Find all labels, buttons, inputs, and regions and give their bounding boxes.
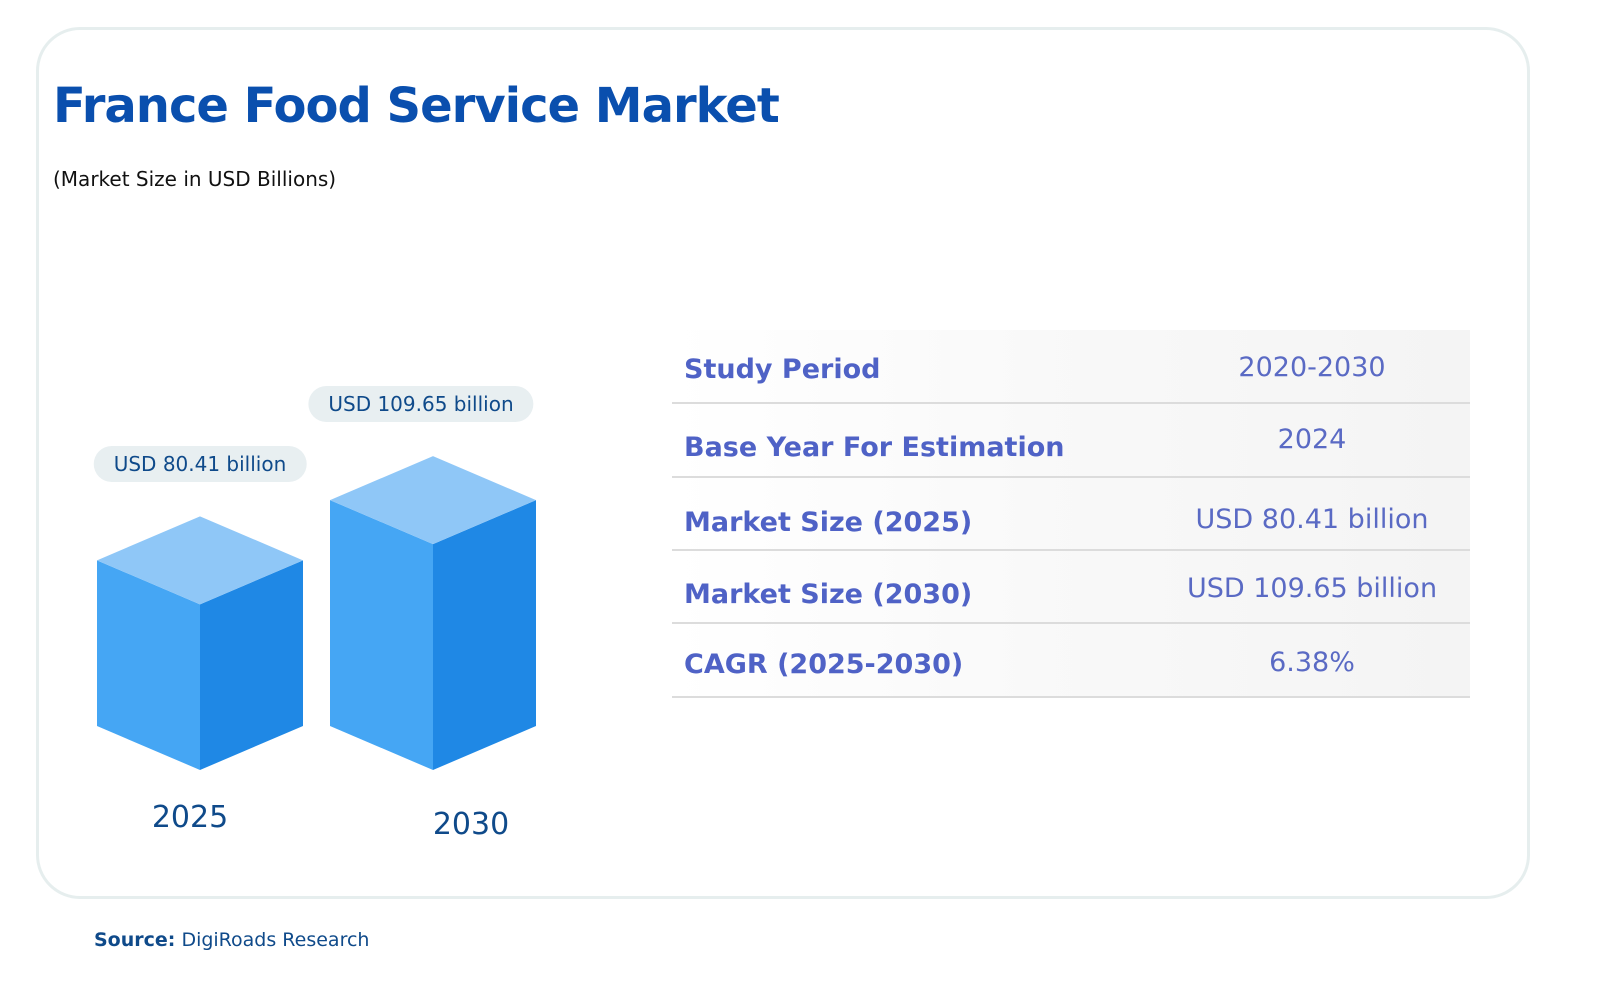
row-value: 2020-2030 [1238, 352, 1386, 383]
table-row: CAGR (2025-2030) 6.38% [672, 624, 1470, 698]
row-label: Base Year For Estimation [684, 432, 1065, 463]
row-label: Study Period [684, 354, 881, 385]
bar-value-label: USD 80.41 billion [93, 446, 307, 483]
source-note: Source: DigiRoads Research [94, 929, 369, 951]
row-value: 6.38% [1269, 647, 1355, 678]
bar-side-face [200, 560, 303, 770]
table-row: Market Size (2030) USD 109.65 billion [672, 551, 1470, 624]
summary-table: Study Period 2020-2030 Base Year For Est… [672, 330, 1470, 698]
x-tick-label: 2025 [151, 800, 229, 835]
row-label: Market Size (2025) [684, 507, 973, 538]
row-value: USD 80.41 billion [1195, 504, 1429, 535]
table-row: Base Year For Estimation 2024 [672, 404, 1470, 478]
table-row: Study Period 2020-2030 [672, 330, 1470, 404]
bar-front-face [330, 500, 433, 770]
source-label: Source: [94, 929, 176, 951]
source-text: DigiRoads Research [181, 929, 370, 951]
chart-subtitle: (Market Size in USD Billions) [53, 167, 337, 191]
bar-front-face [97, 560, 200, 770]
table-row: Market Size (2025) USD 80.41 billion [672, 478, 1470, 551]
bar-value-label: USD 109.65 billion [308, 386, 534, 423]
bar-top-face [330, 456, 536, 545]
row-label: Market Size (2030) [684, 579, 973, 610]
x-tick-label: 2030 [432, 807, 510, 842]
chart-title: France Food Service Market [53, 78, 780, 134]
row-label: CAGR (2025-2030) [684, 649, 964, 680]
bar-top-face [97, 516, 303, 605]
row-value: 2024 [1277, 424, 1347, 455]
row-value: USD 109.65 billion [1186, 573, 1438, 604]
bar-side-face [433, 500, 536, 770]
